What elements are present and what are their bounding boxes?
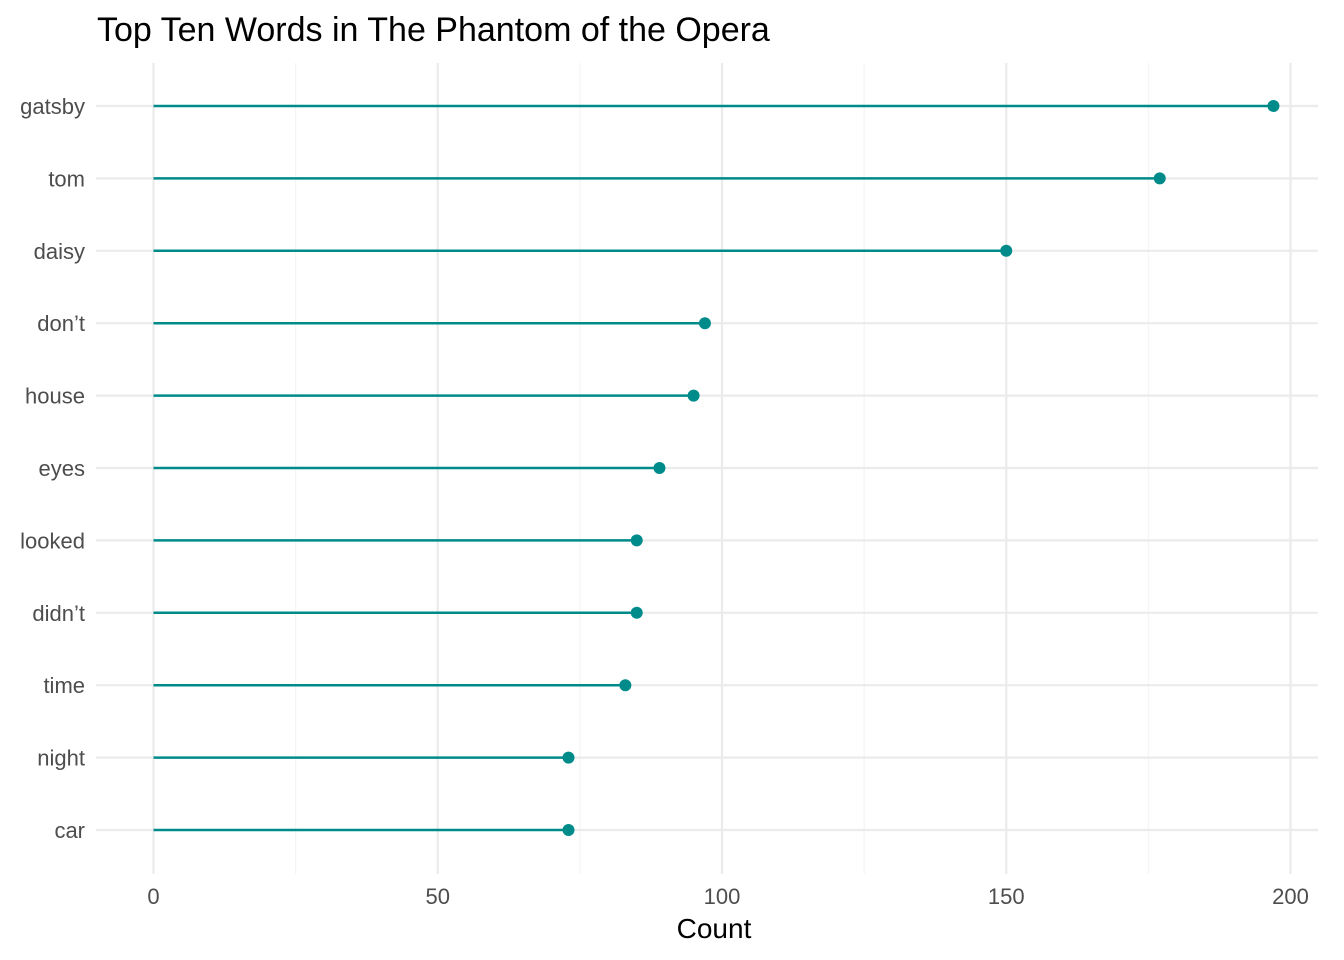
x-tick-label: 50 bbox=[426, 884, 450, 909]
y-tick-label: house bbox=[25, 384, 85, 409]
lollipop-dot bbox=[1153, 172, 1166, 185]
lollipop-dots bbox=[562, 100, 1280, 836]
y-tick-label: time bbox=[43, 673, 85, 698]
lollipop-dot bbox=[687, 389, 700, 402]
lollipop-dot bbox=[562, 751, 575, 764]
y-tick-label: didn’t bbox=[32, 601, 85, 626]
x-tick-label: 0 bbox=[147, 884, 159, 909]
lollipop-dot bbox=[698, 317, 711, 330]
x-axis-labels: 0 50 100 150 200 bbox=[147, 884, 1308, 909]
x-tick-label: 100 bbox=[704, 884, 741, 909]
chart-title: Top Ten Words in The Phantom of the Oper… bbox=[97, 11, 770, 49]
y-axis-labels: gatsby tom daisy don’t house eyes looked didn’t… bbox=[20, 94, 85, 843]
lollipop-dot bbox=[1267, 100, 1280, 112]
lollipop-dot bbox=[1000, 244, 1013, 257]
y-tick-label: gatsby bbox=[20, 94, 85, 119]
y-tick-label: night bbox=[37, 746, 85, 771]
lollipop-dot bbox=[653, 462, 666, 474]
lollipop-dot bbox=[562, 824, 575, 836]
y-tick-label: eyes bbox=[39, 456, 85, 481]
x-tick-label: 150 bbox=[988, 884, 1025, 909]
x-axis-title: Count bbox=[677, 913, 752, 944]
y-tick-label: daisy bbox=[34, 239, 85, 264]
y-tick-label: don’t bbox=[37, 311, 85, 336]
lollipop-stems bbox=[153, 104, 1274, 832]
y-tick-label: car bbox=[54, 818, 85, 843]
lollipop-dot bbox=[630, 534, 643, 547]
lollipop-dot bbox=[619, 679, 632, 692]
y-tick-label: looked bbox=[20, 528, 85, 553]
y-tick-label: tom bbox=[48, 166, 85, 191]
x-tick-label: 200 bbox=[1272, 884, 1309, 909]
lollipop-dot bbox=[630, 606, 643, 619]
